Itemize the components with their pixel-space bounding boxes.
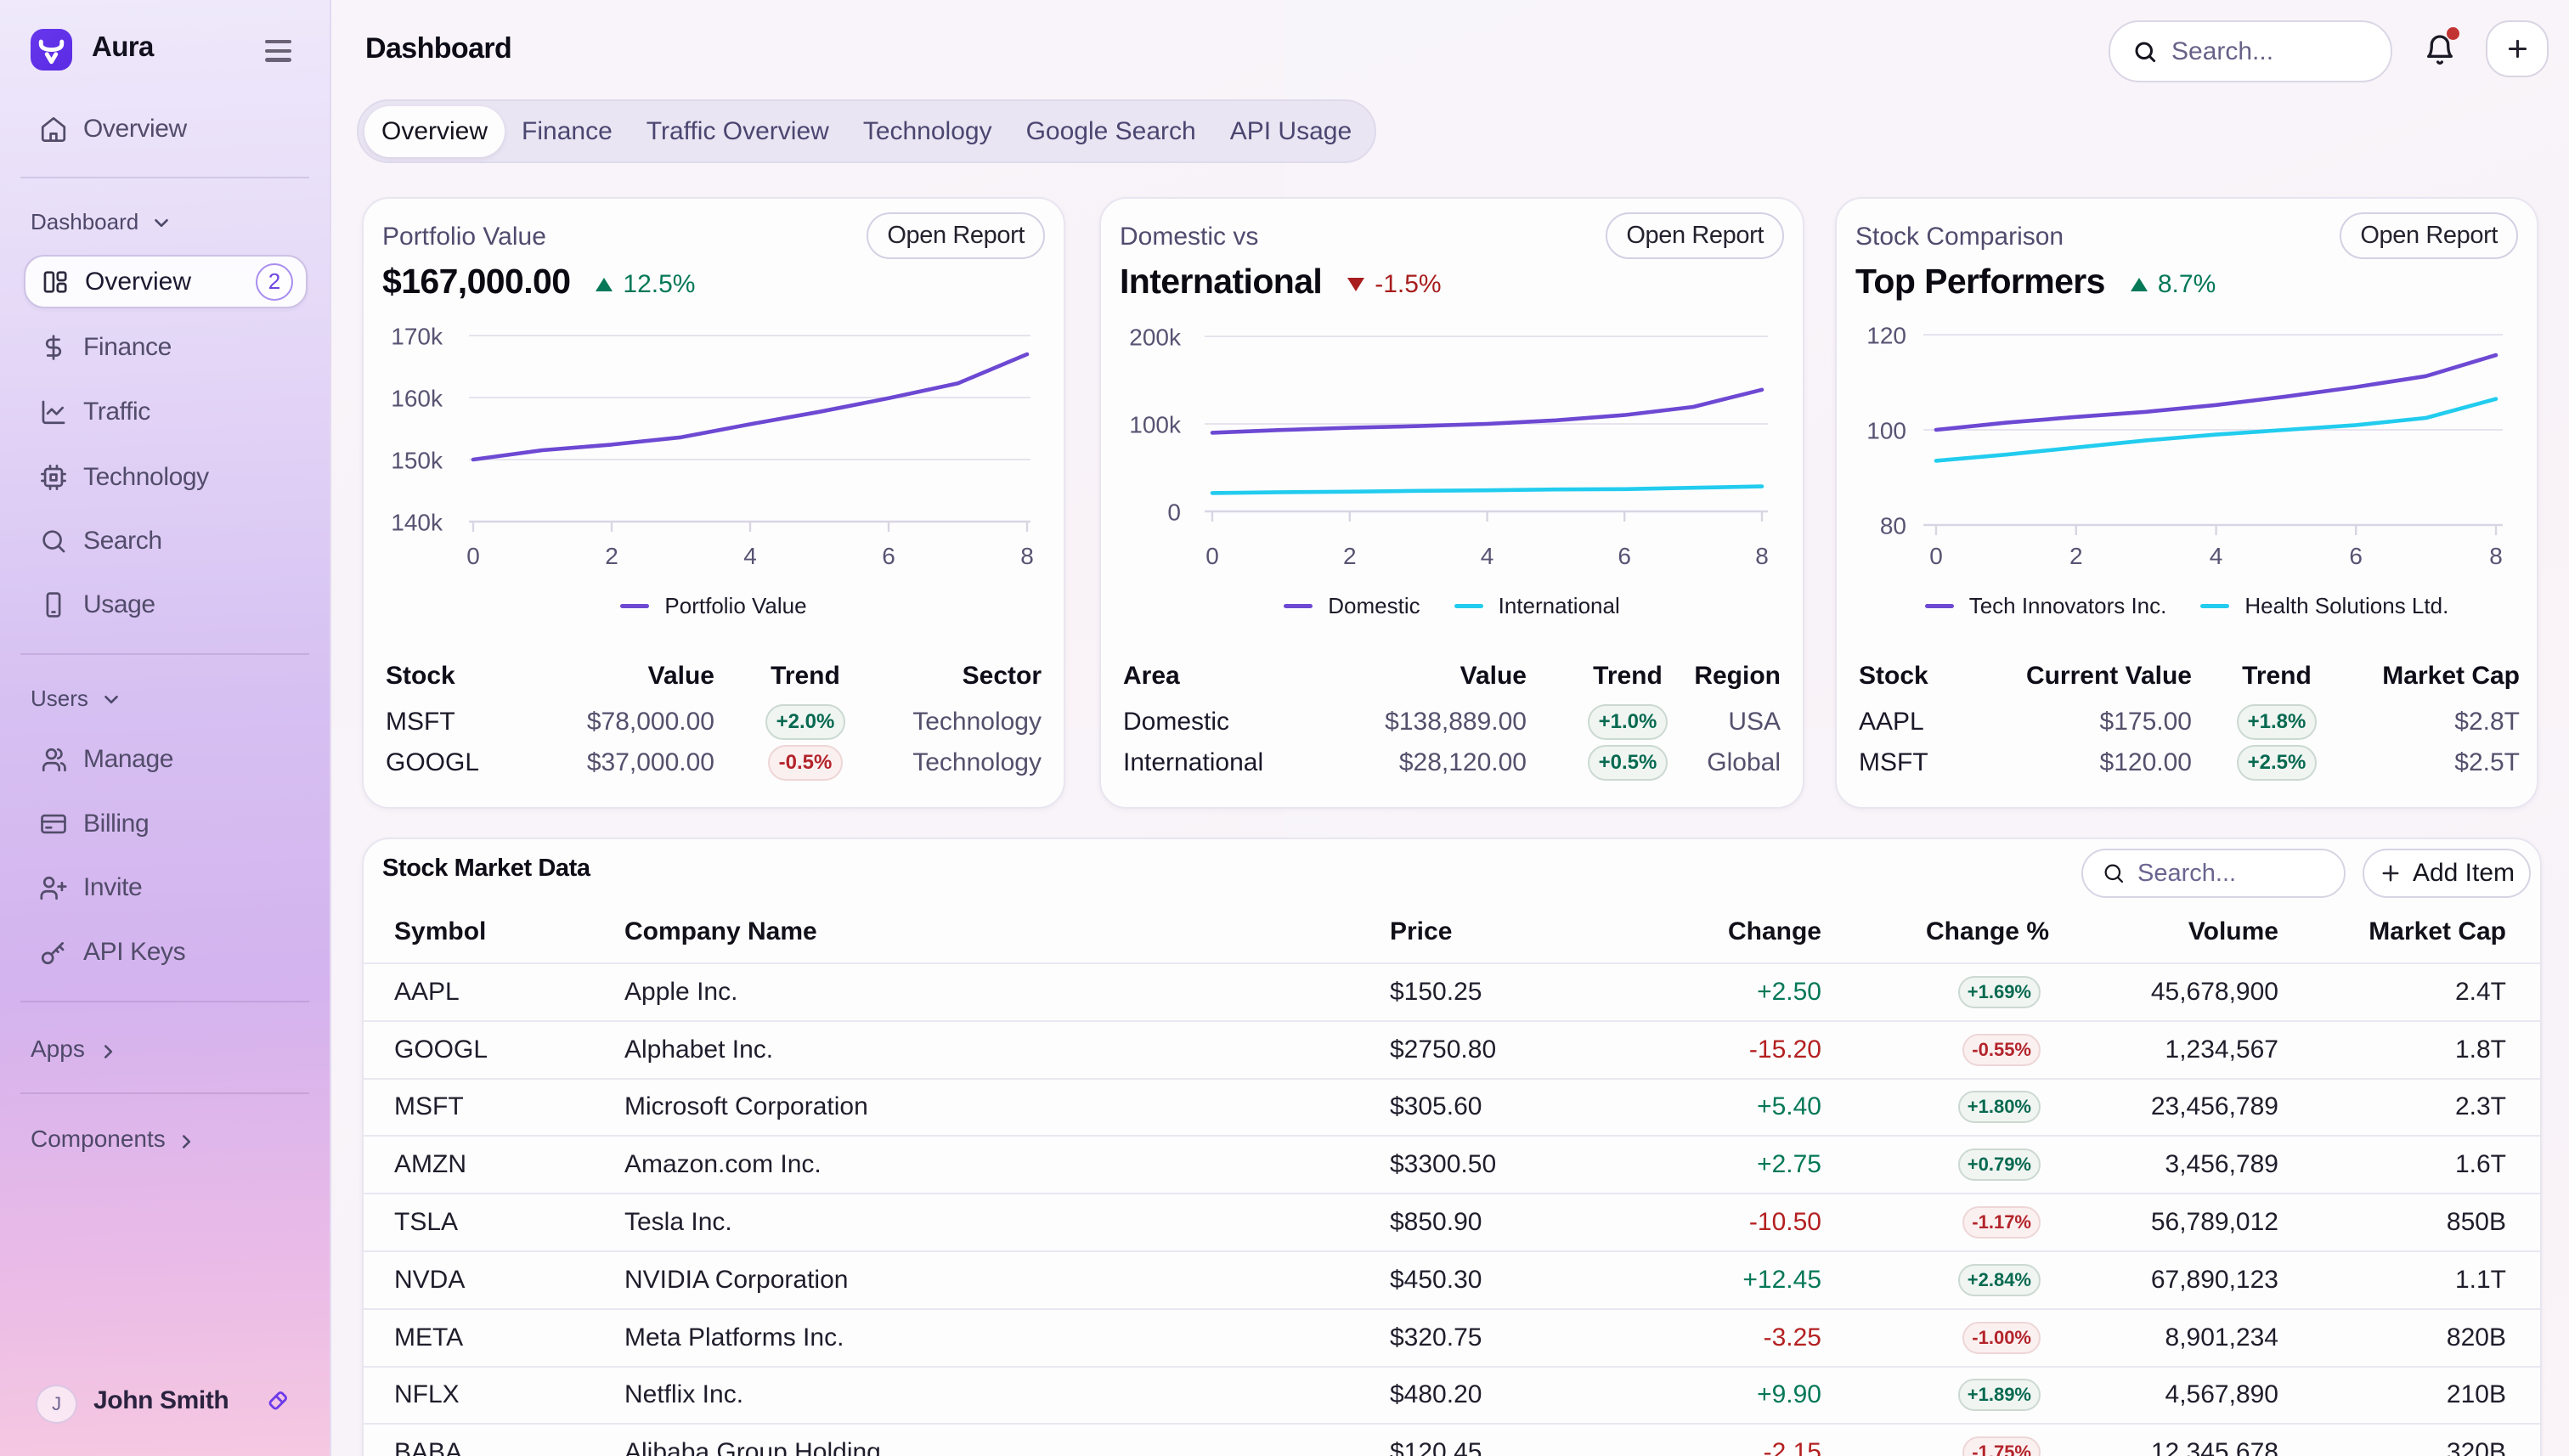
svg-text:140k: 140k — [391, 509, 443, 535]
svg-text:0: 0 — [466, 543, 480, 569]
svg-text:0: 0 — [1929, 543, 1943, 569]
svg-text:4: 4 — [1481, 543, 1494, 569]
svg-text:100k: 100k — [1129, 411, 1182, 437]
svg-text:8: 8 — [2489, 543, 2503, 569]
svg-text:0: 0 — [1205, 543, 1219, 569]
svg-text:150k: 150k — [391, 447, 443, 473]
svg-text:8: 8 — [1755, 543, 1769, 569]
svg-text:2: 2 — [1343, 543, 1357, 569]
svg-text:170k: 170k — [391, 323, 443, 349]
svg-text:6: 6 — [1618, 543, 1631, 569]
svg-text:160k: 160k — [391, 385, 443, 411]
svg-text:200k: 200k — [1129, 324, 1182, 350]
svg-text:2: 2 — [2069, 543, 2083, 569]
svg-text:100: 100 — [1866, 417, 1906, 443]
svg-text:80: 80 — [1880, 512, 1906, 539]
svg-text:4: 4 — [2210, 543, 2223, 569]
svg-text:8: 8 — [1020, 543, 1034, 569]
svg-text:2: 2 — [605, 543, 618, 569]
svg-text:6: 6 — [2349, 543, 2363, 569]
svg-text:0: 0 — [1167, 499, 1181, 525]
svg-text:4: 4 — [743, 543, 757, 569]
svg-text:6: 6 — [882, 543, 895, 569]
svg-text:120: 120 — [1866, 322, 1906, 348]
